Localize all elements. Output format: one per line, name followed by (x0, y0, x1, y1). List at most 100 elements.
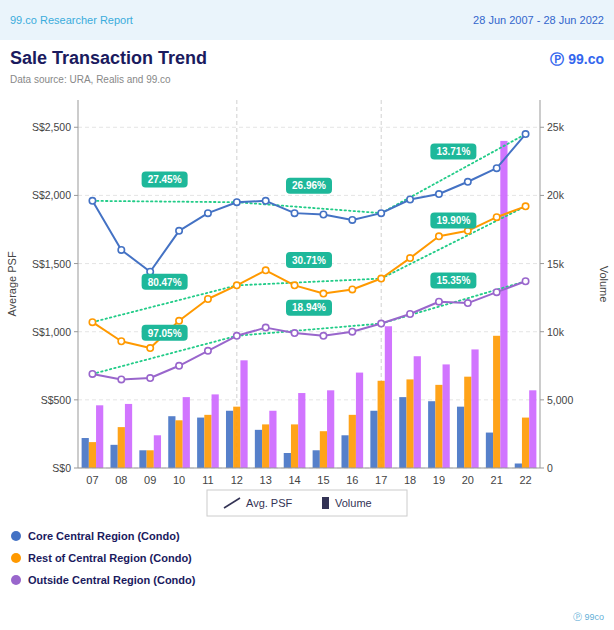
bar (406, 379, 413, 468)
trend-line (381, 134, 525, 213)
annotation: 27.45% (148, 174, 182, 185)
bar (529, 390, 536, 468)
annotation: 19.90% (436, 215, 470, 226)
y2-tick (540, 263, 544, 264)
marker (176, 363, 182, 369)
marker (176, 318, 182, 324)
x-tick-label: 19 (433, 474, 445, 486)
annotation: 13.71% (436, 146, 470, 157)
bar (385, 326, 392, 468)
bar (154, 435, 161, 468)
y2-tick (540, 331, 544, 332)
marker (465, 228, 471, 234)
bar (320, 431, 327, 468)
marker (493, 289, 499, 295)
bar (240, 360, 247, 468)
marker (205, 348, 211, 354)
y2-tick-label: 15k (547, 258, 565, 270)
marker (436, 191, 442, 197)
x-tick-label: 20 (462, 474, 474, 486)
y2-tick (540, 468, 544, 469)
region-legend: Core Central Region (Condo)Rest of Centr… (11, 530, 196, 586)
marker (378, 210, 384, 216)
y-tick-label: S$1,500 (32, 258, 71, 270)
watermark: Ⓟ 99co (573, 612, 604, 622)
bar (457, 407, 464, 468)
bar (197, 418, 204, 468)
legend-label: Volume (335, 497, 372, 509)
marker (407, 196, 413, 202)
grid-line (78, 127, 540, 128)
legend-line-icon (224, 498, 240, 508)
annotation-box (142, 172, 188, 188)
annotation: 97.05% (148, 328, 182, 339)
x-tick-label: 15 (317, 474, 329, 486)
marker (522, 278, 528, 284)
bar (262, 424, 269, 468)
marker (176, 228, 182, 234)
title: Sale Transaction Trend (10, 48, 207, 68)
annotation: 80.47% (148, 277, 182, 288)
bar (147, 450, 154, 468)
y-tick (74, 195, 78, 196)
marker (320, 333, 326, 339)
bar (118, 427, 125, 468)
y2-tick-label: 20k (547, 189, 565, 201)
bar (291, 424, 298, 468)
annotation: 15.35% (436, 275, 470, 286)
trend-line (92, 336, 236, 374)
annotation-box (142, 274, 188, 290)
x-tick-label: 21 (491, 474, 503, 486)
marker (118, 247, 124, 253)
legend-dot (11, 553, 21, 563)
marker (234, 282, 240, 288)
trend-line (381, 206, 525, 278)
x-tick-label: 13 (260, 474, 272, 486)
bar (284, 453, 291, 468)
bar (269, 411, 276, 468)
marker (436, 299, 442, 305)
trend-line (92, 201, 236, 202)
marker (320, 290, 326, 296)
bar (82, 438, 89, 468)
bar (212, 394, 219, 468)
marker (147, 375, 153, 381)
marker (118, 338, 124, 344)
bar (327, 390, 334, 468)
x-tick-label: 10 (173, 474, 185, 486)
x-tick-label: 18 (404, 474, 416, 486)
marker (118, 376, 124, 382)
marker (291, 210, 297, 216)
type-legend: Avg. PSFVolume (207, 490, 407, 516)
bar (89, 442, 96, 468)
x-tick-label: 14 (288, 474, 300, 486)
marker (493, 165, 499, 171)
bar (139, 450, 146, 468)
y-tick (74, 468, 78, 469)
x-tick-label: 07 (86, 474, 98, 486)
bar (125, 404, 132, 468)
marker (291, 330, 297, 336)
legend-label: Core Central Region (Condo) (28, 530, 180, 542)
grid-line (78, 468, 540, 469)
annotation-box (286, 252, 332, 268)
annotation-box (286, 300, 332, 316)
y-tick (74, 331, 78, 332)
grid (78, 127, 540, 468)
bar (226, 411, 233, 468)
bar (370, 411, 377, 468)
bar (428, 401, 435, 468)
y2-tick-label: 25k (547, 121, 565, 133)
annotation-box (286, 178, 332, 194)
trend-line (92, 285, 236, 322)
line (92, 281, 525, 379)
y2-axis-label: Volume (598, 266, 610, 303)
y2-tick-label: 0 (547, 462, 553, 474)
header-right: 28 Jun 2007 - 28 Jun 2022 (473, 14, 604, 26)
marker (291, 282, 297, 288)
y2-tick-label: 5,000 (547, 394, 573, 406)
y-tick (74, 263, 78, 264)
x-tick-label: 16 (346, 474, 358, 486)
plot-area (82, 131, 537, 468)
y-tick (74, 399, 78, 400)
